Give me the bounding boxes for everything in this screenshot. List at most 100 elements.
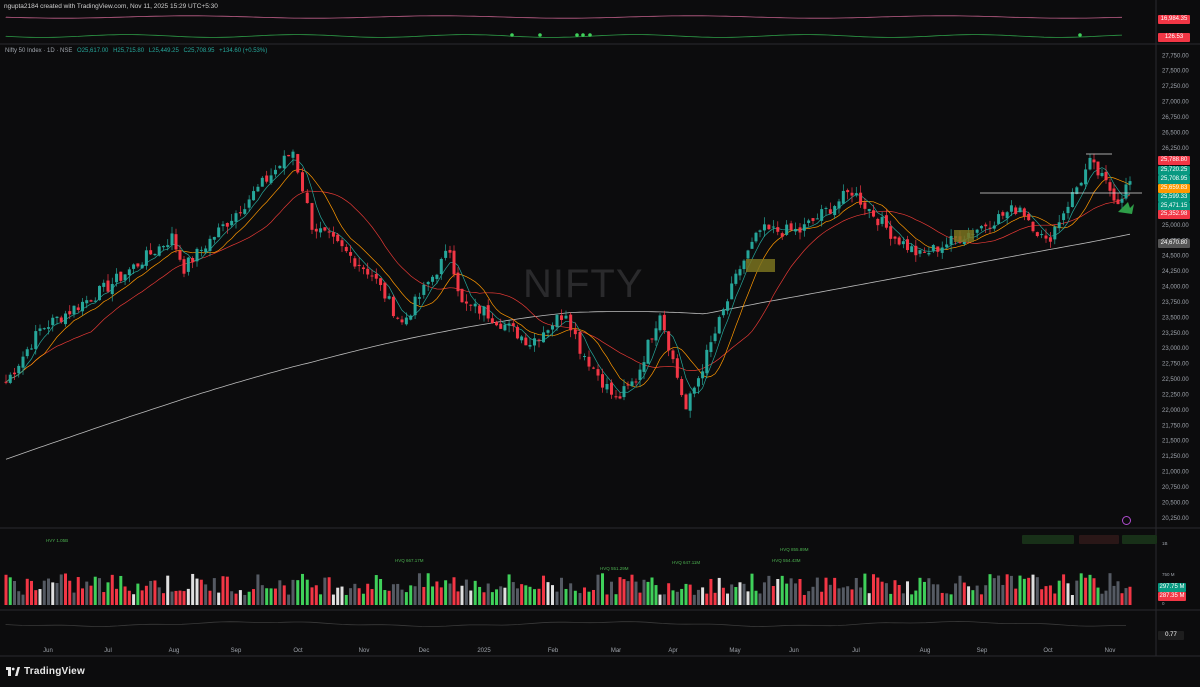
volume-bar <box>1027 577 1031 605</box>
volume-bar <box>551 585 554 605</box>
candle-body <box>533 338 536 346</box>
candle-body <box>762 224 766 231</box>
volume-bar <box>422 586 426 605</box>
volume-bar <box>478 586 482 605</box>
volume-bar <box>802 594 806 605</box>
candle-body <box>931 245 935 251</box>
volume-bar <box>945 593 949 605</box>
volume-bar <box>144 585 148 605</box>
price-tag: 25,352.98 <box>1158 210 1190 219</box>
volume-bar <box>319 594 323 605</box>
upper-indicator-dot <box>588 33 592 37</box>
candle-body <box>448 250 452 253</box>
volume-bar <box>754 590 758 605</box>
volume-bar <box>102 592 106 605</box>
candle-body <box>1001 212 1005 216</box>
candle-body <box>1031 221 1035 232</box>
candle-body <box>520 336 524 341</box>
candle-body <box>738 269 742 276</box>
volume-bar <box>361 593 365 605</box>
candle-body <box>542 332 545 343</box>
volume-bar <box>767 575 771 605</box>
volume-bar <box>413 586 417 605</box>
volume-bar <box>971 590 975 605</box>
volume-bar <box>863 573 867 605</box>
candle-body <box>1005 212 1009 219</box>
candle-body <box>170 233 174 246</box>
candle-body <box>618 396 622 399</box>
symbol-legend[interactable]: Nifty 50 Index · 1D · NSE O25,617.00 H25… <box>5 48 270 54</box>
oscillator-tag: 0.77 <box>1158 631 1184 640</box>
volume-bar <box>726 593 730 605</box>
oscillator-pane <box>5 620 1126 628</box>
volume-bar <box>243 594 247 605</box>
candle-body <box>136 263 140 267</box>
volume-bar <box>520 584 524 605</box>
candle-body <box>910 246 914 253</box>
tradingview-logo[interactable]: TradingView <box>6 666 85 677</box>
candle-body <box>278 165 282 169</box>
candle-body <box>8 374 12 383</box>
volume-bar <box>958 575 962 605</box>
candle-body <box>696 378 700 387</box>
volume-bar <box>601 573 604 605</box>
candle-body <box>269 175 273 183</box>
candle-body <box>208 238 212 251</box>
candle-body <box>758 230 762 232</box>
candle-body <box>404 317 408 325</box>
candle-body <box>837 201 841 209</box>
volume-bar <box>21 594 25 605</box>
volume-tag-green: 297.75 M <box>1158 583 1186 592</box>
volume-bar <box>1001 584 1005 605</box>
volume-bar <box>583 587 586 605</box>
volume-bar <box>646 581 650 605</box>
time-axis-tick: Nov <box>359 648 370 654</box>
volume-bar <box>841 587 845 605</box>
volume-bar <box>166 575 170 605</box>
candle-body <box>387 296 391 299</box>
candle-body <box>76 307 80 311</box>
price-axis-tick: 27,500.00 <box>1162 69 1189 75</box>
candle-body <box>379 278 383 286</box>
candle-body <box>789 223 793 231</box>
volume-bar <box>396 583 400 605</box>
price-axis-tick: 25,000.00 <box>1162 223 1189 229</box>
candle-body <box>596 369 600 376</box>
volume-bar <box>68 580 72 605</box>
settings-icon[interactable] <box>1122 516 1131 525</box>
volume-bar <box>8 577 12 605</box>
candle-body <box>854 193 858 196</box>
price-axis-tick: 22,500.00 <box>1162 377 1189 383</box>
price-tag: 25,659.83 <box>1158 184 1190 193</box>
volume-bar <box>889 593 893 605</box>
volume-bar <box>906 581 909 605</box>
candle-body <box>713 333 717 342</box>
price-axis-tick: 20,500.00 <box>1162 500 1189 506</box>
volume-bar <box>837 588 841 605</box>
time-axis[interactable]: Jun Jul Aug Sep Oct Nov Dec 2025 Feb Mar Apr May Jun… <box>43 648 1115 654</box>
upper-indicator-tag-2: 126.53 <box>1158 33 1190 42</box>
volume-bar <box>511 582 515 605</box>
volume-bar <box>975 585 979 605</box>
candle-body <box>979 226 983 229</box>
volume-bar <box>1088 574 1092 605</box>
volume-bar <box>55 583 59 605</box>
volume-bar <box>1112 585 1116 605</box>
candle-body <box>754 232 758 242</box>
volume-bar <box>72 592 76 605</box>
volume-bar <box>357 588 361 605</box>
candle-body <box>1096 161 1100 176</box>
volume-bar <box>1035 577 1039 605</box>
upper-indicator-line-2 <box>5 34 1123 38</box>
volume-bar <box>524 585 528 605</box>
volume-bar <box>51 582 55 605</box>
candle-body <box>396 317 400 319</box>
volume-bar <box>680 588 684 605</box>
chart-overlays <box>746 153 1142 272</box>
volume-bar <box>771 585 775 605</box>
volume-bar <box>1009 575 1013 605</box>
candle-body <box>785 224 789 235</box>
candle-body <box>1104 171 1108 181</box>
volume-bar <box>696 589 700 605</box>
